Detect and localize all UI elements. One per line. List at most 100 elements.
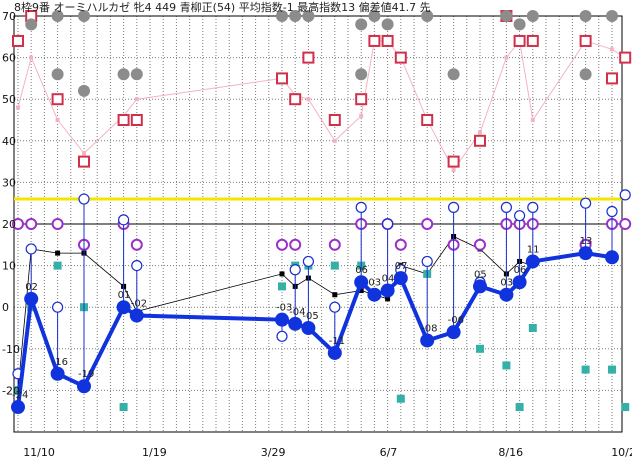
red-square-point <box>78 155 90 168</box>
pink-point <box>16 105 20 110</box>
main-point-label: -11 <box>329 336 345 347</box>
y-tick-label: -10 <box>2 343 20 356</box>
open-circle-point <box>51 301 64 313</box>
open-circle-point <box>500 201 512 213</box>
x-tick-label: 1/19 <box>142 446 167 459</box>
thin-line-point <box>385 296 391 302</box>
gray-circle-point <box>355 68 368 81</box>
open-circle-point <box>117 214 130 226</box>
gray-circle-point <box>579 10 592 22</box>
main-point-label: 11 <box>527 244 540 255</box>
teal-square-point <box>581 365 590 374</box>
main-point <box>288 316 303 331</box>
red-square-point <box>276 72 288 85</box>
open-circle-point <box>579 197 592 209</box>
red-square-point <box>302 51 315 64</box>
x-tick-label: 6/7 <box>380 446 398 459</box>
teal-square-point <box>278 282 286 291</box>
thin-line-point <box>279 271 285 277</box>
gray-circle-point <box>526 10 539 22</box>
pink-point <box>359 113 364 118</box>
main-point-label: -08 <box>421 323 437 334</box>
main-point <box>50 366 65 381</box>
gray-circle-point <box>368 10 381 22</box>
open-circle-point <box>527 201 539 213</box>
main-point-label: -16 <box>52 357 68 368</box>
teal-square-point <box>621 403 630 412</box>
main-point-label: 04 <box>382 274 395 285</box>
y-tick-label: 50 <box>2 93 16 106</box>
red-square-point <box>394 51 407 64</box>
main-point <box>380 283 395 298</box>
red-square-point <box>579 34 592 47</box>
pink-point <box>134 97 139 102</box>
teal-square-point <box>53 261 62 270</box>
main-point-label: 05 <box>474 269 487 280</box>
y-tick-label: 60 <box>2 52 16 65</box>
chart-title: 8枠9番 オーミハルカゼ 牝4 449 青柳正(54) 平均指数-1 最高指数1… <box>14 0 431 14</box>
main-point <box>605 250 619 265</box>
main-point <box>275 312 289 327</box>
series-main-line <box>16 251 613 408</box>
main-point <box>129 308 144 323</box>
pink-point <box>29 55 34 60</box>
y-tick-label: 10 <box>2 260 16 273</box>
gray-circle-point <box>579 68 592 81</box>
red-square-point <box>447 155 460 168</box>
gray-circle-point <box>276 10 288 22</box>
teal-square-point <box>330 261 339 270</box>
open-circle-point <box>421 255 433 268</box>
red-square-point <box>421 114 434 126</box>
main-point <box>525 254 540 269</box>
main-point <box>116 300 131 315</box>
y-tick-label: 0 <box>2 301 9 314</box>
purple-circle-point <box>328 238 341 251</box>
gray-circle-point <box>25 18 38 31</box>
open-circle-point <box>276 330 288 342</box>
open-circle-point <box>329 301 341 313</box>
gray-circle-point <box>117 68 130 81</box>
red-square-point <box>355 93 368 106</box>
purple-circle-point <box>421 218 434 230</box>
pink-point <box>530 118 535 122</box>
y-tick-label: 30 <box>2 176 16 189</box>
pink-point <box>610 47 614 52</box>
main-point-label: 03 <box>368 278 381 289</box>
gray-circle-point <box>78 10 90 22</box>
gray-circle-point <box>51 10 64 22</box>
main-point-label: 03 <box>500 278 513 289</box>
y-tick-label: 40 <box>2 135 16 148</box>
purple-circle-point <box>25 218 38 230</box>
red-square-point <box>117 114 130 126</box>
open-circle-point <box>78 193 90 205</box>
red-square-point <box>381 34 394 47</box>
gray-circle-point <box>421 10 434 22</box>
main-point-label: -24 <box>12 390 28 401</box>
main-point-label: -19 <box>78 369 94 380</box>
main-point <box>578 246 593 261</box>
teal-square-point <box>528 324 537 332</box>
main-point <box>393 271 408 286</box>
gray-circle-point <box>513 18 526 31</box>
teal-square-point <box>396 394 405 403</box>
pink-point <box>451 167 456 172</box>
x-tick-label: 11/10 <box>23 446 55 459</box>
red-square-point <box>130 114 143 126</box>
open-circle-point <box>606 205 618 218</box>
teal-square-point <box>608 365 616 374</box>
gray-circle-point <box>447 68 460 81</box>
purple-circle-point <box>51 218 64 230</box>
purple-circle-point <box>12 218 24 230</box>
main-point-label: -04 <box>289 307 305 318</box>
purple-circle-point <box>276 238 288 251</box>
axes: 70 60 50 40 30 20 10 0 -10 -20 11/10 1/19 3/29 6/7 8/1… <box>2 10 632 459</box>
main-point <box>473 279 487 294</box>
open-circle-point <box>619 189 631 201</box>
main-point <box>499 287 514 302</box>
main-point <box>512 275 527 290</box>
gray-circle-point <box>381 18 394 31</box>
main-point <box>367 287 382 302</box>
